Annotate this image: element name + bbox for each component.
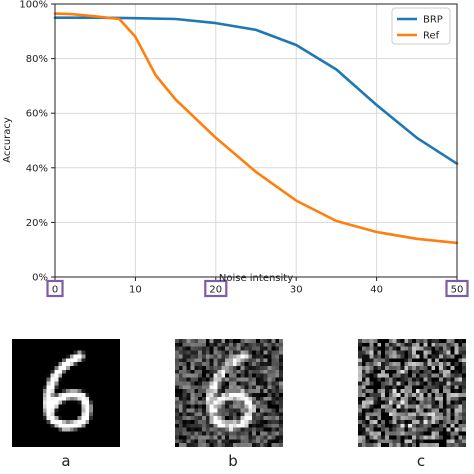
legend-box: [391, 7, 451, 45]
x-tick-label: 10: [129, 285, 142, 296]
y-tick-label: 0%: [32, 273, 48, 284]
plot-frame: [54, 3, 458, 278]
plot-area: 0% 20% 40% 60% 80% 100% 0 10 20 30 40 50 BRP Ref: [19, 0, 469, 298]
digit-image-noise-50: [358, 339, 466, 447]
x-tick-highlight-box: [204, 279, 228, 298]
x-tick-label: 0: [52, 285, 58, 296]
x-axis-label: Noise intensity: [219, 273, 293, 284]
y-tick-label: 20%: [26, 218, 48, 229]
y-axis-label: Accuracy: [2, 117, 13, 163]
y-tick-label: 100%: [19, 0, 48, 11]
x-tick-label: 30: [290, 285, 303, 296]
y-tick-label: 80%: [26, 54, 48, 65]
digit-image-clean: [12, 339, 120, 447]
y-tick-label: 60%: [26, 109, 48, 120]
x-tick-label: 20: [209, 285, 222, 296]
x-tick-label: 40: [370, 285, 383, 296]
panel-label-a: a: [61, 452, 71, 470]
y-tick-label: 40%: [26, 163, 48, 174]
legend-label-ref: Ref: [423, 31, 440, 42]
x-tick-highlight-box: [46, 279, 64, 298]
digit-image-noise-20: [175, 339, 283, 447]
x-tick-label: 50: [451, 285, 464, 296]
series-line-brp: [53, 16, 459, 165]
series-line-ref: [53, 12, 459, 245]
panel-label-c: c: [416, 452, 426, 470]
x-tick-highlight-box: [445, 279, 469, 298]
panel-label-b: b: [228, 452, 238, 470]
legend-label-brp: BRP: [423, 15, 443, 26]
